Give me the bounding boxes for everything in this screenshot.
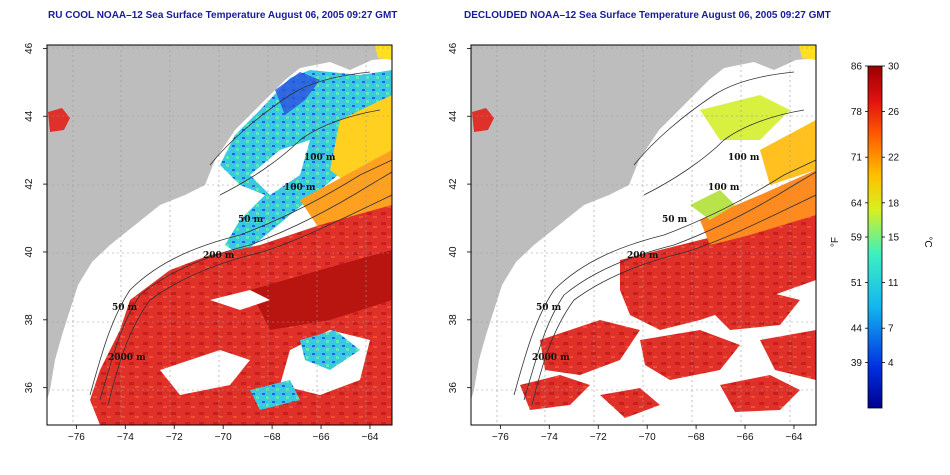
colorbar-fahrenheit-tick: 71 — [851, 153, 863, 164]
right-x-tick-label: −76 — [492, 432, 509, 443]
right-y-tick-label: 46 — [448, 42, 459, 54]
right-x-tick-label: −66 — [737, 432, 754, 443]
colorbar-fahrenheit-tick: 64 — [851, 198, 863, 209]
right-map: 100 m 100 m 50 m 200 m 50 m 2000 m −76 −7… — [448, 42, 817, 443]
right-contour-label: 100 m — [708, 183, 740, 193]
right-x-tick-label: −64 — [785, 432, 802, 443]
left-x-tick-label: −72 — [166, 432, 183, 443]
colorbar-fahrenheit-tick: 59 — [851, 233, 863, 244]
colorbar-celsius-tick: 18 — [888, 198, 900, 209]
colorbar-fahrenheit-tick: 78 — [851, 107, 863, 118]
colorbar-celsius-tick: 7 — [888, 324, 894, 335]
left-x-tick-label: −64 — [361, 432, 378, 443]
left-contour-label: 50 m — [112, 303, 138, 313]
right-contour-label: 100 m — [728, 153, 760, 163]
left-y-tick-label: 42 — [24, 178, 35, 190]
colorbar-celsius-label: °C — [922, 236, 933, 247]
colorbar-ticks: 86 30 78 26 71 22 64 18 59 15 51 11 44 7 39 4 — [851, 62, 900, 369]
right-map-title: DECLOUDED NOAA–12 Sea Surface Temperatur… — [464, 10, 831, 21]
colorbar-fahrenheit-tick: 44 — [851, 324, 863, 335]
left-y-tick-label: 46 — [24, 42, 35, 54]
right-y-tick-label: 36 — [448, 382, 459, 394]
left-x-tick-label: −70 — [215, 432, 232, 443]
left-contours — [89, 71, 392, 406]
left-land — [47, 45, 392, 400]
right-land — [471, 45, 816, 400]
left-map-title: RU COOL NOAA–12 Sea Surface Temperature … — [48, 10, 398, 21]
right-warm-water — [620, 205, 816, 330]
colorbar-celsius-tick: 30 — [888, 62, 900, 73]
right-y-tick-label: 40 — [448, 246, 459, 258]
right-map-border — [470, 44, 817, 426]
right-x-tick-label: −72 — [590, 432, 607, 443]
colorbar-fahrenheit-tick: 51 — [851, 278, 863, 289]
colorbar-fahrenheit-tick: 39 — [851, 358, 863, 369]
right-x-tick-label: −70 — [639, 432, 656, 443]
colorbar-gradient — [867, 65, 883, 409]
left-map-border — [46, 44, 393, 426]
left-y-tick-label: 40 — [24, 246, 35, 258]
left-x-tick-label: −74 — [117, 432, 134, 443]
colorbar-fahrenheit-label: °F — [830, 237, 841, 247]
left-y-axis: 46 44 42 40 38 36 — [24, 42, 47, 393]
right-x-tick-label: −74 — [541, 432, 558, 443]
left-y-tick-label: 36 — [24, 382, 35, 394]
left-x-tick-label: −66 — [313, 432, 330, 443]
colorbar-celsius-tick: 4 — [888, 358, 894, 369]
colorbar-fahrenheit-tick: 86 — [851, 62, 863, 73]
right-y-axis: 46 44 42 40 38 36 — [448, 42, 471, 393]
right-contour-label: 50 m — [536, 303, 562, 313]
left-contour-label: 2000 m — [108, 353, 146, 363]
left-x-tick-label: −68 — [264, 432, 281, 443]
left-y-tick-label: 44 — [24, 110, 35, 122]
right-contour-label: 50 m — [662, 215, 688, 225]
right-x-axis: −76 −74 −72 −70 −68 −66 −64 — [492, 425, 803, 443]
colorbar-celsius-tick: 26 — [888, 107, 900, 118]
right-x-tick-label: −68 — [688, 432, 705, 443]
right-y-tick-label: 44 — [448, 110, 459, 122]
left-contour-label: 50 m — [238, 215, 264, 225]
left-contour-label: 100 m — [304, 153, 336, 163]
right-contours — [513, 71, 816, 406]
left-contour-label: 200 m — [203, 251, 235, 261]
colorbar-celsius-tick: 15 — [888, 233, 900, 244]
left-y-tick-label: 38 — [24, 314, 35, 326]
right-contour-label: 2000 m — [532, 353, 570, 363]
left-x-axis: −76 −74 −72 −70 −68 −66 −64 — [68, 425, 379, 443]
colorbar-celsius-tick: 11 — [888, 278, 899, 289]
left-map: 100 m 100 m 50 m 200 m 50 m 2000 m −76 −7… — [24, 42, 393, 443]
colorbar-celsius-tick: 22 — [888, 153, 900, 164]
right-y-tick-label: 42 — [448, 178, 459, 190]
right-y-tick-label: 38 — [448, 314, 459, 326]
colorbar: 86 30 78 26 71 22 64 18 59 15 51 11 44 7 39 4 °F °C — [830, 62, 933, 409]
left-x-tick-label: −76 — [68, 432, 85, 443]
right-contour-label: 200 m — [627, 251, 659, 261]
left-contour-label: 100 m — [284, 183, 316, 193]
